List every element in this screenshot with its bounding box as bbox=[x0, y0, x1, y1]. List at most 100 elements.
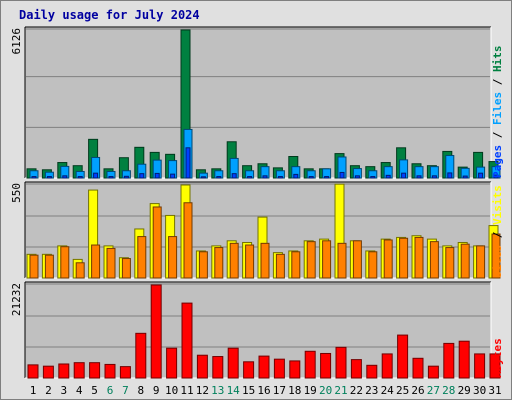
bar-kbytes-day-28 bbox=[443, 342, 455, 379]
bar-sites-day-27 bbox=[429, 241, 439, 279]
bar-sites-day-6 bbox=[106, 247, 116, 279]
bar-kbytes-day-3 bbox=[58, 363, 70, 379]
x-tick-label-day-28: 28 bbox=[442, 384, 455, 397]
bar-kbytes-day-5 bbox=[89, 362, 101, 379]
x-tick-label-day-11: 11 bbox=[180, 384, 193, 397]
bar-sites-day-28 bbox=[445, 247, 455, 279]
bar-sites-day-21 bbox=[337, 242, 347, 279]
bar-kbytes-day-25 bbox=[397, 334, 409, 379]
bar-kbytes-day-16 bbox=[258, 355, 270, 379]
x-tick-label-day-4: 4 bbox=[76, 384, 83, 397]
x-tick-label-day-20: 20 bbox=[319, 384, 332, 397]
bar-sites-day-14 bbox=[229, 242, 239, 279]
x-tick-label-day-5: 5 bbox=[91, 384, 98, 397]
bar-kbytes-day-7 bbox=[119, 366, 131, 379]
bar-kbytes-day-29 bbox=[458, 340, 470, 379]
bar-pages-day-5 bbox=[93, 172, 99, 179]
x-tick-label-day-23: 23 bbox=[365, 384, 378, 397]
bar-pages-day-31 bbox=[493, 174, 499, 179]
x-tick-label-day-24: 24 bbox=[381, 384, 395, 397]
bar-kbytes-day-30 bbox=[474, 353, 486, 379]
bar-sites-day-29 bbox=[460, 243, 470, 279]
x-tick-label-day-10: 10 bbox=[165, 384, 178, 397]
legend-sites: Sites bbox=[491, 245, 504, 278]
x-tick-label-day-13: 13 bbox=[211, 384, 224, 397]
legend-kbytes: KBytes bbox=[491, 338, 504, 378]
bar-pages-day-14 bbox=[231, 173, 237, 179]
bar-sites-day-10 bbox=[168, 236, 178, 279]
legend-separator: / bbox=[491, 225, 504, 245]
bar-sites-day-19 bbox=[306, 241, 316, 279]
x-tick-label-day-18: 18 bbox=[288, 384, 301, 397]
bar-sites-day-4 bbox=[75, 262, 85, 279]
series-legend: Pages / Files / Hits bbox=[491, 46, 504, 179]
bar-pages-day-13 bbox=[216, 176, 222, 179]
bar-pages-day-25 bbox=[401, 172, 407, 179]
bar-pages-day-7 bbox=[123, 175, 129, 179]
x-tick-label-day-2: 2 bbox=[45, 384, 52, 397]
bar-pages-day-19 bbox=[308, 176, 314, 179]
bar-kbytes-day-9 bbox=[150, 284, 162, 379]
x-tick-label-day-21: 21 bbox=[334, 384, 347, 397]
legend-visits: Visits bbox=[491, 185, 504, 225]
bar-pages-day-10 bbox=[170, 173, 176, 179]
bar-sites-day-23 bbox=[368, 251, 378, 279]
bar-sites-day-13 bbox=[214, 247, 224, 279]
x-tick-label-day-16: 16 bbox=[257, 384, 270, 397]
bar-pages-day-3 bbox=[62, 175, 68, 179]
bar-kbytes-day-6 bbox=[104, 363, 116, 379]
x-tick-label-day-31: 31 bbox=[488, 384, 501, 397]
legend-pages: Pages bbox=[491, 145, 504, 178]
bar-pages-day-16 bbox=[262, 175, 268, 179]
bar-pages-day-18 bbox=[293, 173, 299, 179]
series-legend: KBytes bbox=[491, 338, 504, 378]
x-tick-label-day-17: 17 bbox=[273, 384, 286, 397]
x-tick-label-day-27: 27 bbox=[427, 384, 440, 397]
bar-kbytes-day-26 bbox=[412, 357, 424, 379]
bar-kbytes-day-13 bbox=[212, 356, 224, 379]
bar-sites-day-26 bbox=[414, 236, 424, 279]
bar-sites-day-15 bbox=[245, 244, 255, 279]
bar-pages-day-11 bbox=[185, 147, 191, 179]
y-max-tick-label: 550 bbox=[10, 183, 23, 203]
bar-kbytes-day-19 bbox=[304, 350, 316, 379]
bar-pages-day-28 bbox=[447, 172, 453, 179]
bar-pages-day-21 bbox=[339, 171, 345, 179]
x-tick-label-day-6: 6 bbox=[107, 384, 114, 397]
x-tick-label-day-30: 30 bbox=[473, 384, 486, 397]
x-tick-label-day-8: 8 bbox=[137, 384, 144, 397]
x-tick-label-day-12: 12 bbox=[196, 384, 209, 397]
bar-sites-day-5 bbox=[91, 244, 101, 279]
bar-pages-day-17 bbox=[277, 176, 283, 179]
bar-kbytes-day-24 bbox=[381, 353, 393, 379]
chart-title: Daily usage for July 2024 bbox=[19, 8, 200, 22]
legend-separator: / bbox=[491, 72, 504, 92]
bar-sites-day-18 bbox=[291, 251, 301, 279]
plot-area bbox=[25, 27, 491, 178]
bar-pages-day-20 bbox=[324, 176, 330, 179]
bar-sites-day-1 bbox=[29, 254, 39, 279]
bar-kbytes-day-31 bbox=[489, 353, 501, 379]
legend-files: Files bbox=[491, 92, 504, 125]
bar-pages-day-23 bbox=[370, 176, 376, 179]
bar-sites-day-30 bbox=[476, 245, 486, 279]
bar-sites-day-17 bbox=[275, 253, 285, 279]
bar-sites-day-12 bbox=[198, 251, 208, 279]
bar-sites-day-7 bbox=[121, 258, 131, 279]
bar-pages-day-12 bbox=[200, 176, 206, 179]
x-tick-label-day-15: 15 bbox=[242, 384, 255, 397]
bar-kbytes-day-10 bbox=[166, 347, 178, 379]
bar-pages-day-29 bbox=[462, 175, 468, 179]
bar-sites-day-3 bbox=[60, 246, 70, 279]
x-tick-label-day-1: 1 bbox=[30, 384, 37, 397]
x-tick-label-day-26: 26 bbox=[411, 384, 424, 397]
x-tick-label-day-9: 9 bbox=[153, 384, 160, 397]
bar-kbytes-day-14 bbox=[227, 347, 239, 379]
bar-kbytes-day-8 bbox=[135, 332, 147, 379]
bar-kbytes-day-22 bbox=[350, 359, 362, 379]
bar-pages-day-4 bbox=[77, 176, 83, 179]
bar-pages-day-6 bbox=[108, 176, 114, 179]
bar-pages-day-30 bbox=[478, 172, 484, 179]
